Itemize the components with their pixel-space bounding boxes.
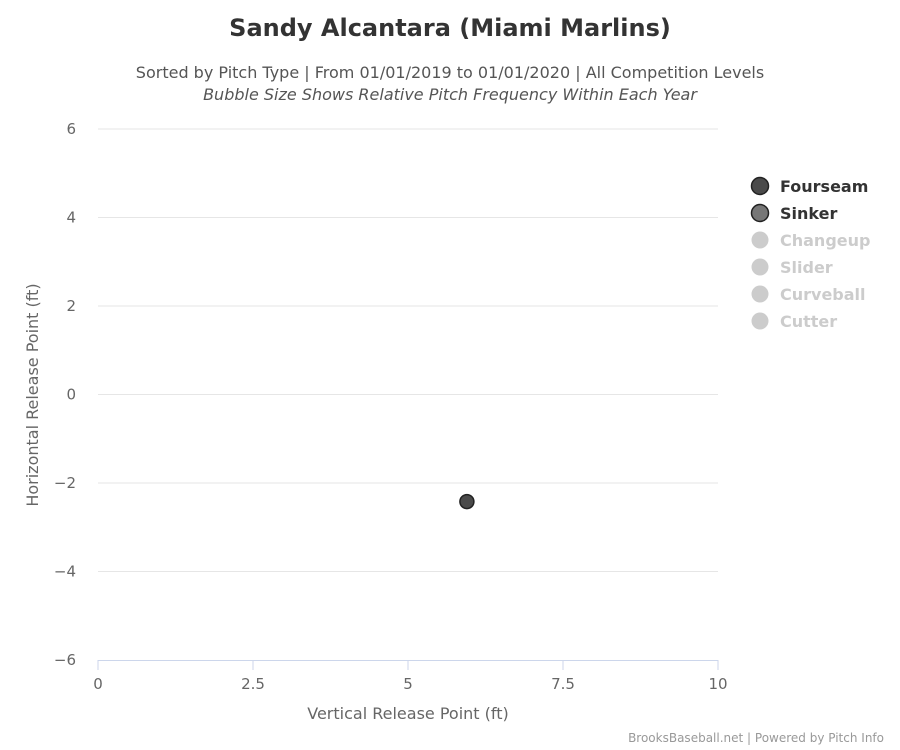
grid-lines xyxy=(98,128,718,572)
x-tick-label: 2.5 xyxy=(241,675,265,693)
data-points xyxy=(459,493,475,510)
y-tick-label: −6 xyxy=(54,651,76,669)
y-tick-label: 0 xyxy=(66,386,76,404)
legend-marker xyxy=(750,176,770,196)
legend-item-changeup[interactable]: Changeup xyxy=(751,231,871,250)
chart-subtitle-note: Bubble Size Shows Relative Pitch Frequen… xyxy=(203,85,698,104)
x-tick-label: 0 xyxy=(93,675,103,693)
data-point-fourseam[interactable] xyxy=(459,493,475,510)
x-axis: 0 2.5 5 7.5 10 xyxy=(93,660,728,693)
legend-item-cutter[interactable]: Cutter xyxy=(751,312,838,331)
legend-label: Changeup xyxy=(780,231,870,250)
legend-marker xyxy=(751,285,769,303)
chart-credits[interactable]: BrooksBaseball.net | Powered by Pitch In… xyxy=(628,731,884,745)
legend-marker xyxy=(751,231,769,249)
y-axis-ticks: −6 −4 −2 0 2 4 6 xyxy=(54,120,76,669)
legend-label: Fourseam xyxy=(780,177,868,196)
y-tick-label: 2 xyxy=(66,297,76,315)
y-axis-title: Horizontal Release Point (ft) xyxy=(23,283,42,506)
x-tick-label: 5 xyxy=(403,675,413,693)
x-tick-label: 10 xyxy=(708,675,727,693)
legend-label: Cutter xyxy=(780,312,837,331)
legend-label: Curveball xyxy=(780,285,866,304)
y-tick-label: 4 xyxy=(66,209,76,227)
legend[interactable]: Fourseam Sinker Changeup Slider Curveball Cut… xyxy=(750,176,871,331)
y-tick-label: −4 xyxy=(54,563,76,581)
legend-item-slider[interactable]: Slider xyxy=(751,258,833,277)
chart-subtitle: Sorted by Pitch Type | From 01/01/2019 t… xyxy=(136,63,764,82)
legend-marker xyxy=(751,312,769,330)
y-tick-label: −2 xyxy=(54,474,76,492)
x-axis-title: Vertical Release Point (ft) xyxy=(307,704,509,723)
y-tick-label: 6 xyxy=(66,120,76,138)
legend-item-fourseam[interactable]: Fourseam xyxy=(750,176,869,196)
legend-item-curveball[interactable]: Curveball xyxy=(751,285,866,304)
chart-title: Sandy Alcantara (Miami Marlins) xyxy=(229,14,671,42)
legend-marker xyxy=(750,203,770,223)
legend-item-sinker[interactable]: Sinker xyxy=(750,203,838,223)
legend-label: Slider xyxy=(780,258,833,277)
x-tick-label: 7.5 xyxy=(551,675,575,693)
legend-label: Sinker xyxy=(780,204,837,223)
legend-marker xyxy=(751,258,769,276)
